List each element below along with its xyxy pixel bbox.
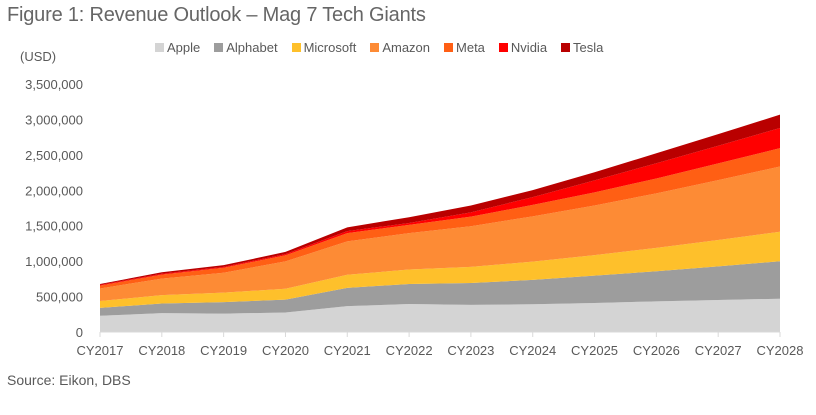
x-tick-label: CY2020	[262, 343, 309, 358]
legend-item-nvidia: Nvidia	[498, 40, 548, 55]
x-tick-label: CY2022	[386, 343, 433, 358]
y-tick-label: 1,000,000	[25, 254, 83, 269]
legend-swatch	[291, 43, 301, 52]
legend-swatch	[561, 43, 571, 52]
legend-label: Amazon	[382, 40, 431, 55]
x-tick-label: CY2023	[447, 343, 494, 358]
legend-label: Apple	[167, 40, 201, 55]
x-tick-label: CY2019	[200, 343, 247, 358]
x-tick-label: CY2017	[77, 343, 124, 358]
legend-label: Alphabet	[226, 40, 278, 55]
area-amazon	[100, 166, 780, 302]
x-tick-label: CY2027	[695, 343, 742, 358]
legend-label: Tesla	[573, 40, 604, 55]
area-microsoft	[100, 231, 780, 308]
legend-label: Meta	[456, 40, 485, 55]
y-tick-label: 1,500,000	[25, 219, 83, 234]
legend-swatch	[444, 43, 454, 52]
y-tick-label: 2,000,000	[25, 183, 83, 198]
legend-label: Microsoft	[303, 40, 357, 55]
y-tick-label: 3,000,000	[25, 112, 83, 127]
chart-title: Figure 1: Revenue Outlook – Mag 7 Tech G…	[7, 4, 426, 26]
legend: Apple Alphabet Microsoft Amazon Meta Nvidia Te…	[155, 40, 603, 55]
legend-item-alphabet: Alphabet	[214, 40, 278, 55]
legend-label: Nvidia	[510, 40, 548, 55]
area-meta	[100, 148, 780, 289]
x-tick-label: CY2025	[571, 343, 618, 358]
legend-swatch	[214, 43, 224, 52]
legend-swatch	[155, 43, 164, 52]
legend-swatch	[498, 43, 508, 52]
x-tick-label: CY2021	[324, 343, 371, 358]
legend-item-microsoft: Microsoft	[291, 40, 357, 55]
area-alphabet	[100, 261, 780, 316]
y-axis-unit-label: (USD)	[20, 49, 57, 64]
y-tick-label: 2,500,000	[25, 148, 83, 163]
y-tick-label: 500,000	[36, 290, 83, 305]
area-apple	[100, 298, 780, 332]
y-tick-label: 0	[76, 325, 83, 340]
legend-item-apple: Apple	[155, 40, 200, 55]
legend-item-tesla: Tesla	[561, 40, 603, 55]
legend-swatch	[370, 43, 380, 52]
x-tick-label: CY2024	[509, 343, 556, 358]
x-tick-label: CY2028	[757, 343, 804, 358]
y-tick-label: 3,500,000	[25, 77, 83, 92]
source-note: Source: Eikon, DBS	[7, 372, 131, 388]
x-tick-label: CY2026	[633, 343, 680, 358]
legend-item-amazon: Amazon	[370, 40, 430, 55]
x-tick-label: CY2018	[138, 343, 185, 358]
legend-item-meta: Meta	[444, 40, 485, 55]
